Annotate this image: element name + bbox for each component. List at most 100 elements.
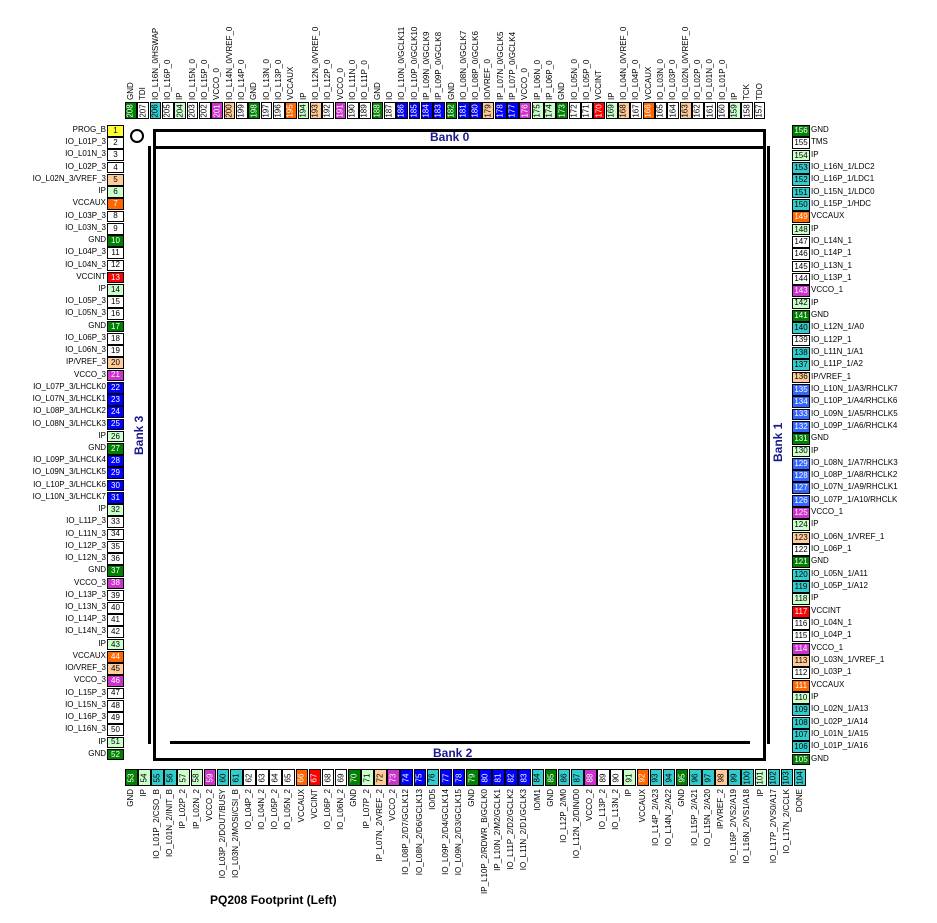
pin-61: 61: [229, 769, 243, 786]
pin-label-135: IO_L10N_1/A3/RHCLK7: [811, 383, 898, 393]
pin-label-201: VCCO_0: [212, 67, 222, 100]
pin-number: 168: [618, 103, 628, 118]
pin-label-160: IO_L01P_0: [717, 59, 727, 100]
pin-204: 204: [174, 102, 187, 119]
pin-label-107: IO_L01N_1/A15: [811, 729, 869, 739]
pin-202: 202: [198, 102, 211, 119]
pin-205: 205: [161, 102, 174, 119]
pin-number: 166: [643, 103, 653, 118]
pin-label-136: IP/VREF_1: [811, 371, 852, 381]
pin-163: 163: [679, 102, 692, 119]
pin-96: 96: [688, 769, 702, 786]
pin-70: 70: [347, 769, 361, 786]
pin-label-131: GND: [811, 433, 829, 443]
pin-92: 92: [636, 769, 650, 786]
pin-label-199: IO_L14P_0: [236, 59, 246, 100]
pin-26: 26: [107, 430, 124, 443]
pin-number: 59: [204, 773, 214, 782]
pin-122: 122: [792, 544, 810, 556]
pin-label-3: IO_L01N_3: [65, 149, 106, 159]
pin-17: 17: [107, 320, 124, 333]
pin-label-186: IO_L10N_0/GCLK11: [397, 26, 407, 100]
pin-label-117: VCCINT: [811, 605, 841, 615]
pin-label-74: IO_L08P_2/D7/GCLK12: [401, 789, 411, 875]
pin-193: 193: [309, 102, 322, 119]
pin-number: 195: [286, 103, 296, 118]
pin-label-53: GND: [126, 789, 135, 807]
pin-number: 104: [795, 770, 805, 785]
pin-label-7: VCCAUX: [72, 198, 106, 208]
pin-number: 94: [664, 773, 674, 782]
pin-label-102: IO_L17P_2/VS0/A17: [768, 789, 778, 864]
pin-71: 71: [361, 769, 374, 786]
pin-label-50: IO_L16N_3: [65, 724, 106, 734]
pin-2: 2: [107, 137, 124, 149]
pin-130: 130: [792, 445, 810, 458]
pin-number: 83: [519, 773, 529, 782]
pin-28: 28: [107, 455, 124, 467]
pin-label-29: IO_L09N_3/LHCLK5: [32, 467, 106, 477]
pin-label-6: IP: [98, 186, 106, 196]
pin-42: 42: [107, 626, 124, 639]
pin-170: 170: [593, 102, 606, 119]
pin-label-54: IP: [139, 789, 149, 797]
pin-197: 197: [260, 102, 273, 119]
pin-143: 143: [792, 285, 810, 298]
pin-number: 196: [273, 103, 283, 118]
pin-label-192: IO_L12P_0: [323, 59, 333, 100]
pin-label-76: IO/D5: [427, 789, 437, 810]
pin-label-147: IO_L14N_1: [811, 235, 852, 245]
pin-label-185: IO_L10P_0/GCLK10: [409, 26, 419, 100]
pin-48: 48: [107, 699, 124, 712]
pin-88: 88: [584, 769, 597, 786]
pin-label-69: IO_L06N_2: [335, 789, 345, 830]
pin-label-70: GND: [348, 789, 358, 807]
pin-label-181: IO_L08N_0/GCLK7: [458, 30, 468, 100]
pin-number: 87: [572, 773, 582, 782]
pin-label-32: IP: [98, 504, 106, 514]
pin-124: 124: [792, 519, 810, 532]
pin-125: 125: [792, 507, 810, 519]
pin-label-27: GND: [88, 443, 106, 452]
pin-number: 96: [690, 773, 700, 782]
pin-label-101: IP: [755, 789, 765, 797]
pin-label-149: VCCAUX: [811, 211, 845, 221]
pin-label-130: IP: [811, 445, 819, 455]
pin-33: 33: [107, 516, 124, 529]
pin-number: 84: [532, 773, 542, 782]
pin-number: 165: [655, 103, 665, 118]
pin-24: 24: [107, 406, 124, 419]
pin-93: 93: [649, 769, 663, 786]
pin-32: 32: [107, 504, 124, 516]
pin-label-51: IP: [98, 736, 106, 746]
pin-64: 64: [269, 769, 282, 786]
pin-number: 67: [309, 773, 319, 782]
pin-label-67: VCCINT: [309, 789, 319, 819]
pin-number: 163: [680, 103, 690, 118]
pin-label-123: IO_L06N_1/VREF_1: [811, 531, 885, 541]
pin-11: 11: [107, 247, 124, 260]
pin-194: 194: [297, 102, 310, 119]
pin-label-137: IO_L11P_1/A2: [811, 359, 863, 369]
pin-97: 97: [702, 769, 715, 786]
pin-13: 13: [107, 271, 124, 284]
pin-77: 77: [439, 769, 453, 786]
pin-15: 15: [107, 296, 124, 308]
pin-label-100: IO_L16N_2/VS1/A18: [742, 789, 752, 864]
pin-191: 191: [334, 102, 347, 119]
pin-76: 76: [426, 769, 440, 786]
pin-184: 184: [420, 102, 433, 119]
pin-label-166: VCCAUX: [643, 66, 653, 100]
pin-10: 10: [107, 235, 124, 247]
pin-68: 68: [321, 769, 335, 786]
pin-189: 189: [359, 102, 372, 119]
pin-label-103: IO_L17N_2/CCLK: [781, 789, 791, 854]
pin-198: 198: [248, 102, 261, 119]
pin-140: 140: [792, 322, 810, 335]
pin-208: 208: [125, 102, 137, 119]
pin-133: 133: [792, 408, 810, 421]
pin-label-109: IO_L02N_1/A13: [811, 704, 869, 714]
pin-number: 58: [191, 773, 201, 782]
pin-98: 98: [715, 769, 728, 786]
